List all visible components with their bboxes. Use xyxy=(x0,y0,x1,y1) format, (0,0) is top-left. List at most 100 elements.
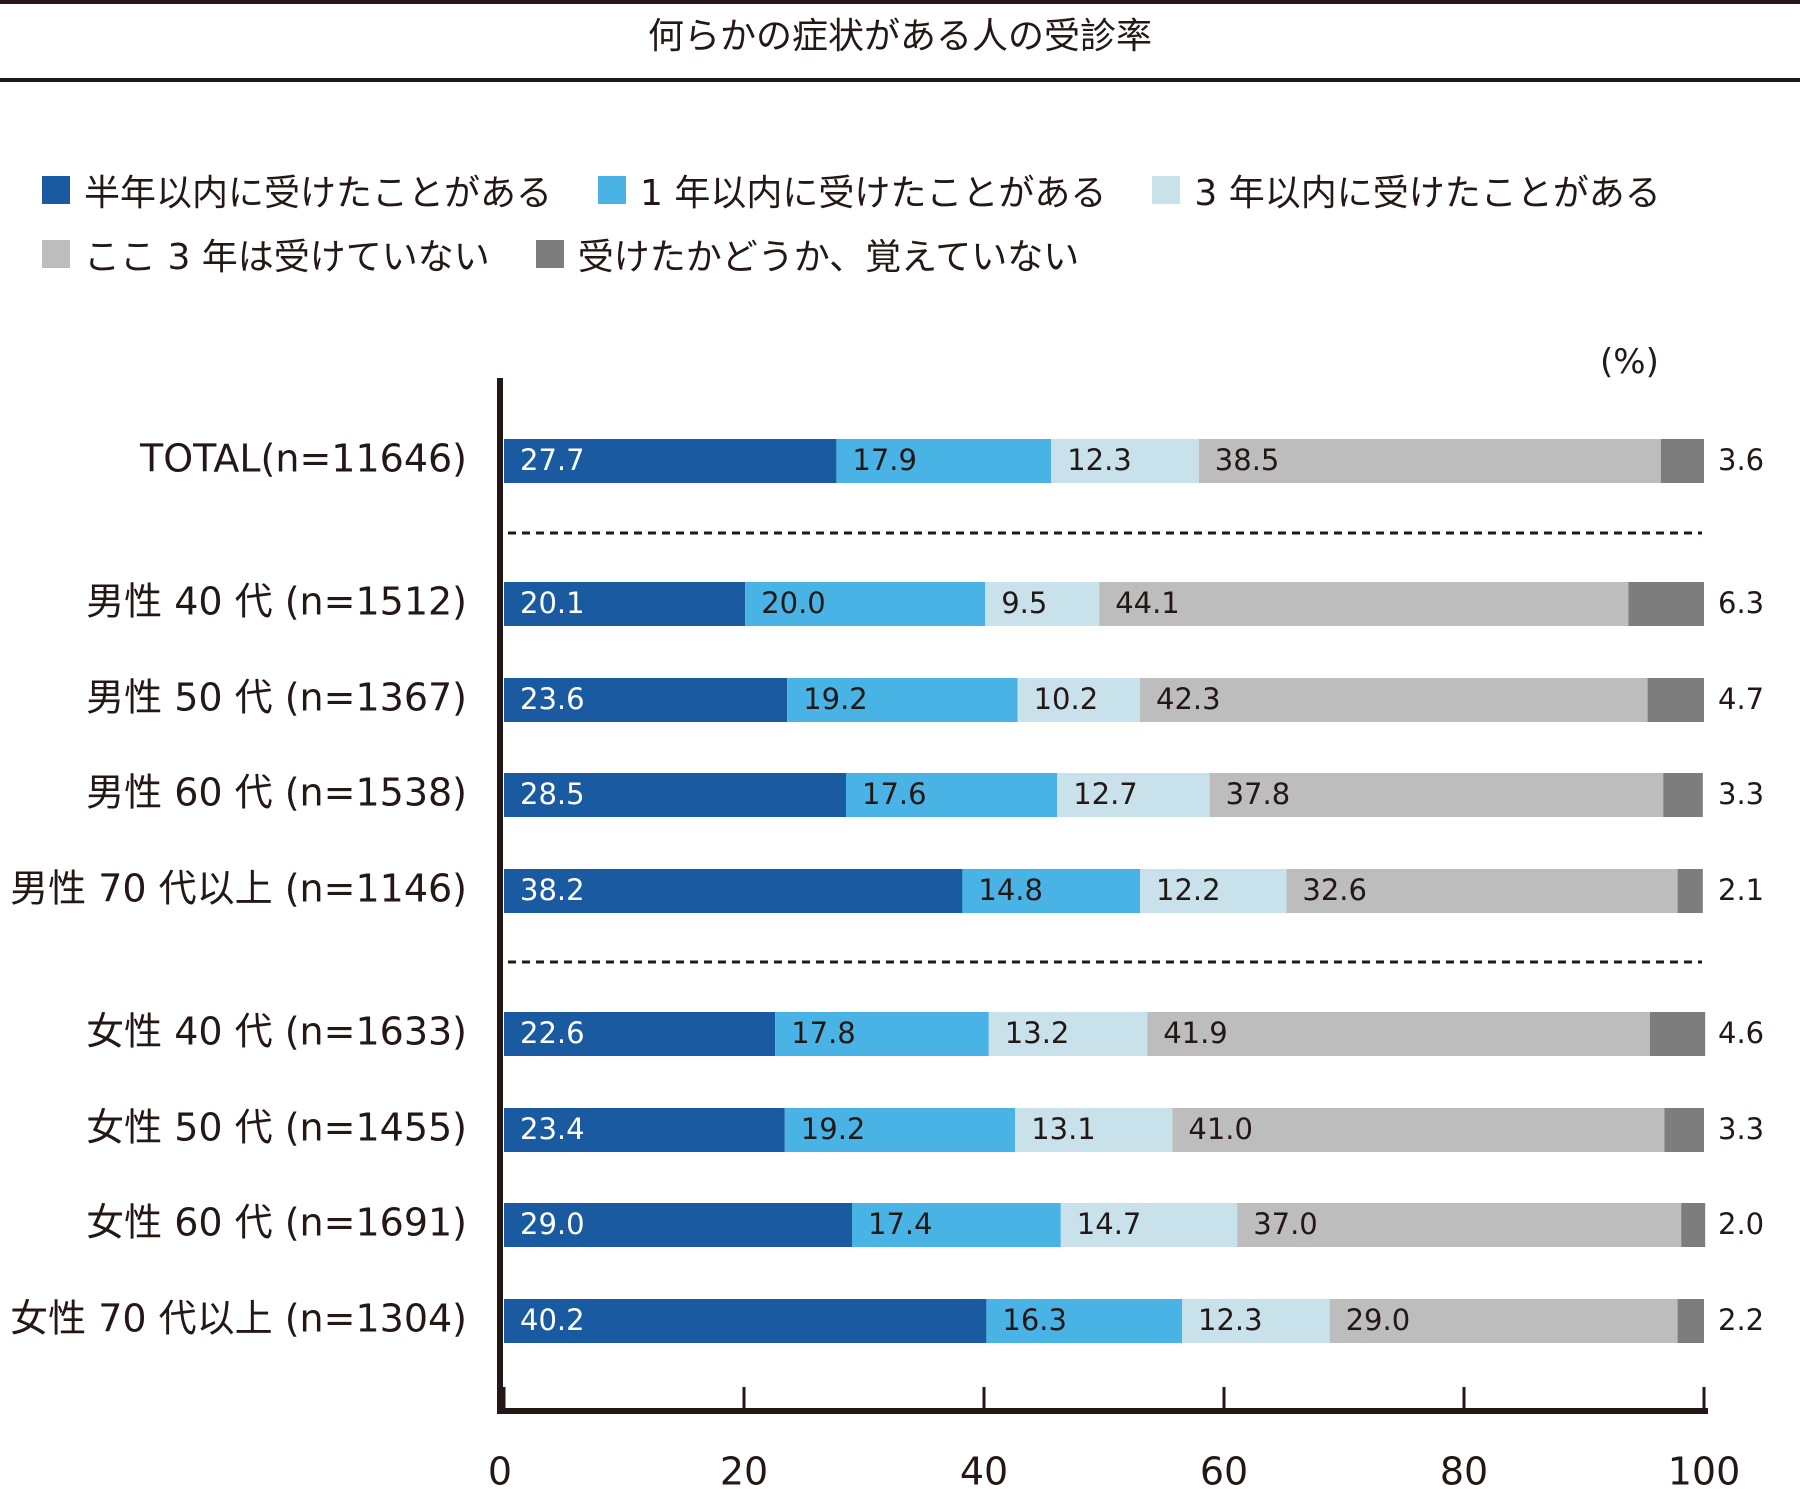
bar-segment xyxy=(986,1299,1182,1343)
bar-segment xyxy=(1198,439,1661,483)
category-label: 男性 40 代 (n=1512) xyxy=(86,580,467,624)
category-label: 男性 60 代 (n=1538) xyxy=(86,771,467,815)
legend-label: 1 年以内に受けたことがある xyxy=(640,173,1107,214)
bar-segment xyxy=(504,773,846,817)
bar-segment xyxy=(846,773,1058,817)
bar-segment xyxy=(745,582,986,626)
data-label: 41.9 xyxy=(1163,1016,1228,1050)
category-label: TOTAL(n=11646) xyxy=(139,437,467,481)
bar-segment xyxy=(985,582,1100,626)
bar-segment xyxy=(1051,439,1199,483)
bar-segment xyxy=(1663,773,1703,817)
bar-segment xyxy=(1099,582,1629,626)
data-label: 12.2 xyxy=(1156,873,1221,907)
data-label: 19.2 xyxy=(803,682,868,716)
legend-swatch xyxy=(598,176,627,204)
data-label: 37.8 xyxy=(1226,777,1291,811)
bar-segment xyxy=(504,1012,776,1056)
data-label: 17.4 xyxy=(868,1207,933,1241)
bar-segment xyxy=(852,1203,1061,1247)
data-label: 12.3 xyxy=(1198,1303,1263,1337)
bar-segment xyxy=(1017,678,1140,722)
bar-segment xyxy=(787,678,1018,722)
bar-segment xyxy=(504,582,746,626)
bar-segment xyxy=(504,869,963,913)
data-label: 3.3 xyxy=(1718,1112,1764,1146)
data-label: 2.2 xyxy=(1718,1303,1764,1337)
bar-segment xyxy=(1628,582,1704,626)
bar-segment xyxy=(1147,1012,1650,1056)
category-label: 女性 50 代 (n=1455) xyxy=(86,1106,467,1150)
title-band xyxy=(0,0,1800,82)
data-label: 37.0 xyxy=(1253,1207,1318,1241)
data-label: 12.3 xyxy=(1067,443,1132,477)
legend-label: 半年以内に受けたことがある xyxy=(84,173,553,214)
bar-segment xyxy=(1286,869,1678,913)
data-label: 3.6 xyxy=(1718,443,1764,477)
data-label: 2.0 xyxy=(1718,1207,1764,1241)
legend-item: 受けたかどうか、覚えていない xyxy=(535,228,1079,280)
bar-segment xyxy=(1677,869,1703,913)
data-label: 28.5 xyxy=(520,777,585,811)
category-label: 女性 70 代以上 (n=1304) xyxy=(10,1297,467,1341)
bar-segment xyxy=(1140,678,1648,722)
data-label: 44.1 xyxy=(1115,586,1180,620)
category-label: 女性 40 代 (n=1633) xyxy=(86,1010,467,1054)
bar-segment xyxy=(1182,1299,1330,1343)
bar-segment xyxy=(784,1108,1016,1152)
bar-segment xyxy=(504,678,788,722)
category-label: 男性 50 代 (n=1367) xyxy=(86,676,467,720)
bar-segment xyxy=(504,1203,852,1247)
bar-segment xyxy=(504,1299,987,1343)
bar-segment xyxy=(1664,1108,1704,1152)
bar-segment xyxy=(1209,773,1664,817)
data-label: 19.2 xyxy=(801,1112,866,1146)
data-label: 10.2 xyxy=(1034,682,1099,716)
data-label: 23.4 xyxy=(520,1112,585,1146)
bar-segment xyxy=(1237,1203,1682,1247)
data-label: 20.1 xyxy=(520,586,585,620)
bar-segment xyxy=(1060,1203,1238,1247)
data-label: 16.3 xyxy=(1002,1303,1067,1337)
data-label: 42.3 xyxy=(1156,682,1221,716)
data-label: 40.2 xyxy=(520,1303,585,1337)
data-label: 38.2 xyxy=(520,873,585,907)
data-label: 20.0 xyxy=(761,586,826,620)
data-label: 3.3 xyxy=(1718,777,1764,811)
data-label: 29.0 xyxy=(520,1207,585,1241)
data-label: 9.5 xyxy=(1001,586,1047,620)
legend-swatch xyxy=(535,240,564,268)
data-label: 29.0 xyxy=(1346,1303,1411,1337)
legend-swatch xyxy=(42,176,70,204)
bar-segment xyxy=(1329,1299,1678,1343)
data-label: 14.8 xyxy=(978,873,1043,907)
bar-segment xyxy=(1647,678,1704,722)
data-label: 22.6 xyxy=(520,1016,585,1050)
category-label: 女性 60 代 (n=1691) xyxy=(86,1201,467,1245)
data-label: 4.7 xyxy=(1718,682,1764,716)
x-tick-label: 20 xyxy=(720,1450,768,1494)
unit-label: (%) xyxy=(1600,342,1659,382)
data-label: 17.6 xyxy=(862,777,927,811)
data-label: 38.5 xyxy=(1215,443,1280,477)
legend-item: 3 年以内に受けたことがある xyxy=(1152,164,1661,216)
data-label: 23.6 xyxy=(520,682,585,716)
legend-item: 1 年以内に受けたことがある xyxy=(598,164,1106,216)
data-label: 17.8 xyxy=(791,1016,856,1050)
x-tick-label: 100 xyxy=(1668,1450,1741,1494)
legend-label: 3 年以内に受けたことがある xyxy=(1194,173,1661,214)
data-label: 27.7 xyxy=(520,443,585,477)
data-label: 13.1 xyxy=(1031,1112,1096,1146)
legend-row: ここ 3 年は受けていない 受けたかどうか、覚えていない xyxy=(42,222,1782,286)
data-label: 4.6 xyxy=(1718,1016,1764,1050)
bar-segment xyxy=(1140,869,1287,913)
data-label: 6.3 xyxy=(1718,586,1764,620)
x-tick-label: 80 xyxy=(1440,1450,1488,1494)
bar-segment xyxy=(775,1012,989,1056)
legend-swatch xyxy=(42,240,70,268)
legend-item: ここ 3 年は受けていない xyxy=(42,228,490,280)
legend: 半年以内に受けたことがある 1 年以内に受けたことがある 3 年以内に受けたことがあ… xyxy=(42,158,1782,286)
data-label: 13.2 xyxy=(1005,1016,1070,1050)
chart-title: 何らかの症状がある人の受診率 xyxy=(647,16,1152,57)
